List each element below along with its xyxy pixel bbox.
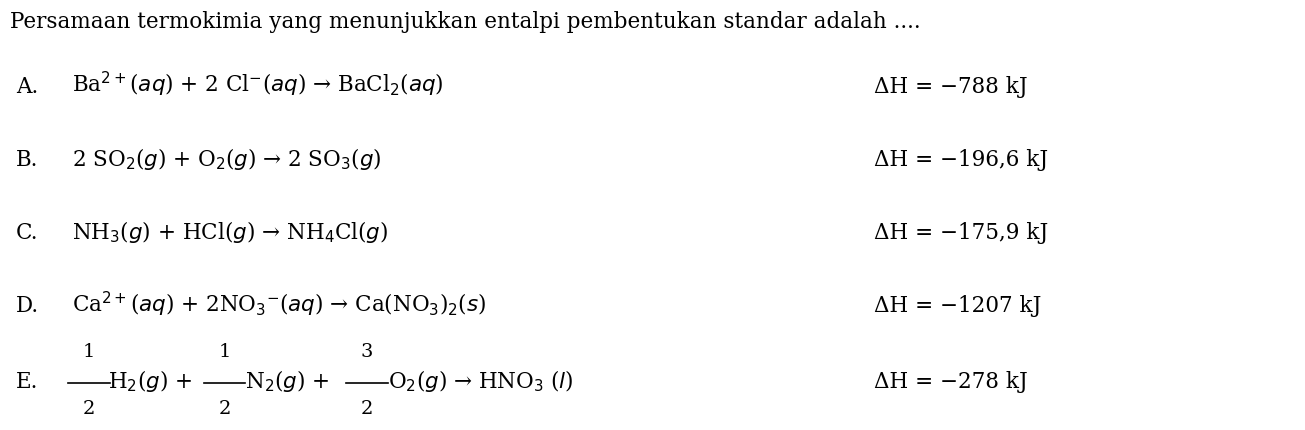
Text: C.: C. <box>16 222 38 244</box>
Text: ΔH = −175,9 kJ: ΔH = −175,9 kJ <box>874 222 1049 244</box>
Text: 2: 2 <box>82 399 95 417</box>
Text: H$_{2}$($\mathit{g}$) +: H$_{2}$($\mathit{g}$) + <box>108 367 192 393</box>
Text: D.: D. <box>16 295 39 317</box>
Text: NH$_{3}$($\mathit{g}$) + HCl($\mathit{g}$) → NH$_{4}$Cl($\mathit{g}$): NH$_{3}$($\mathit{g}$) + HCl($\mathit{g}… <box>72 219 388 245</box>
Text: A.: A. <box>16 76 38 98</box>
Text: ΔH = −788 kJ: ΔH = −788 kJ <box>874 76 1028 98</box>
Text: Ca$^{2+}$($\mathit{aq}$) + 2NO$_{3}$$^{-}$($\mathit{aq}$) → Ca(NO$_{3}$)$_{2}$($: Ca$^{2+}$($\mathit{aq}$) + 2NO$_{3}$$^{-… <box>72 289 485 319</box>
Text: ΔH = −1207 kJ: ΔH = −1207 kJ <box>874 295 1041 317</box>
Text: 2: 2 <box>218 399 231 417</box>
Text: Ba$^{2+}$($\mathit{aq}$) + 2 Cl$^{-}$($\mathit{aq}$) → BaCl$_{2}$($\mathit{aq}$): Ba$^{2+}$($\mathit{aq}$) + 2 Cl$^{-}$($\… <box>72 70 444 99</box>
Text: Persamaan termokimia yang menunjukkan entalpi pembentukan standar adalah ....: Persamaan termokimia yang menunjukkan en… <box>10 11 921 33</box>
Text: 2 SO$_{2}$($\mathit{g}$) + O$_{2}$($\mathit{g}$) → 2 SO$_{3}$($\mathit{g}$): 2 SO$_{2}$($\mathit{g}$) + O$_{2}$($\mat… <box>72 146 381 172</box>
Text: 1: 1 <box>82 342 95 360</box>
Text: 3: 3 <box>360 342 373 360</box>
Text: ΔH = −196,6 kJ: ΔH = −196,6 kJ <box>874 149 1048 171</box>
Text: N$_{2}$($\mathit{g}$) +: N$_{2}$($\mathit{g}$) + <box>245 367 330 393</box>
Text: B.: B. <box>16 149 38 171</box>
Text: 2: 2 <box>360 399 373 417</box>
Text: ΔH = −278 kJ: ΔH = −278 kJ <box>874 370 1028 392</box>
Text: E.: E. <box>16 370 38 392</box>
Text: O$_{2}$($\mathit{g}$) → HNO$_{3}$ ($\mathit{l}$): O$_{2}$($\mathit{g}$) → HNO$_{3}$ ($\mat… <box>388 367 573 393</box>
Text: 1: 1 <box>218 342 231 360</box>
